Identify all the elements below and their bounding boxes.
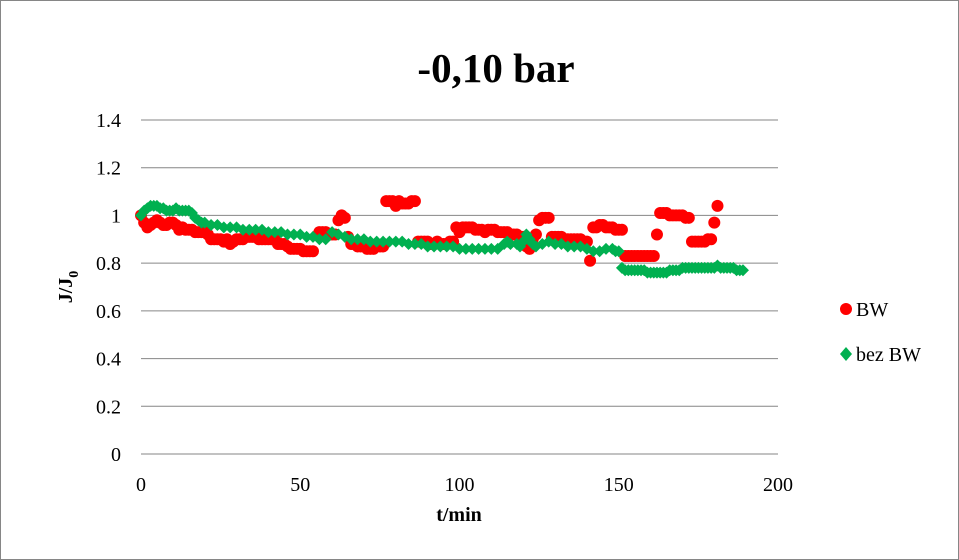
data-point-bez-bw bbox=[478, 242, 491, 255]
y-tick-label: 0.8 bbox=[96, 253, 121, 275]
data-point-bez-bw bbox=[408, 238, 421, 251]
data-point-bw bbox=[408, 195, 421, 208]
y-axis-label-main: J/J bbox=[55, 278, 77, 304]
data-point-bez-bw bbox=[421, 240, 434, 253]
data-point-bez-bw bbox=[736, 264, 749, 277]
data-point-bez-bw bbox=[587, 245, 600, 258]
data-point-bez-bw bbox=[313, 233, 326, 246]
data-point-bez-bw bbox=[249, 223, 262, 236]
legend-item-bez-bw: bez BW bbox=[840, 344, 921, 366]
data-point-bez-bw bbox=[205, 218, 218, 231]
series-bez-bw bbox=[135, 199, 749, 279]
data-point-bez-bw bbox=[345, 233, 358, 246]
legend-marker-bez-bw bbox=[840, 347, 852, 361]
data-point-bez-bw bbox=[568, 240, 581, 253]
series-layer bbox=[135, 195, 749, 279]
data-point-bw bbox=[650, 228, 663, 241]
x-axis-label: t/min bbox=[436, 504, 482, 526]
data-point-bez-bw bbox=[364, 235, 377, 248]
data-point-bez-bw bbox=[561, 240, 574, 253]
y-tick-label: 0.2 bbox=[96, 396, 121, 418]
data-point-bez-bw bbox=[600, 242, 613, 255]
data-point-bez-bw bbox=[377, 235, 390, 248]
data-point-bez-bw bbox=[351, 233, 364, 246]
data-point-bez-bw bbox=[319, 233, 332, 246]
y-tick-label: 1.4 bbox=[96, 110, 121, 132]
legend: BW bez BW bbox=[840, 299, 921, 366]
x-axis-ticks: 0 50 100 150 200 bbox=[136, 474, 793, 496]
data-point-bez-bw bbox=[262, 226, 275, 239]
data-point-bw bbox=[708, 216, 721, 229]
x-tick-label: 50 bbox=[290, 474, 310, 496]
y-axis-label-subscript: 0 bbox=[67, 271, 82, 278]
data-point-bez-bw bbox=[243, 223, 256, 236]
y-tick-label: 1.2 bbox=[96, 158, 121, 180]
data-point-bw bbox=[711, 199, 724, 212]
y-tick-label: 0 bbox=[111, 444, 121, 466]
data-point-bw bbox=[647, 249, 660, 262]
data-point-bez-bw bbox=[472, 242, 485, 255]
data-point-bez-bw bbox=[504, 238, 517, 251]
data-point-bez-bw bbox=[453, 242, 466, 255]
data-point-bez-bw bbox=[434, 240, 447, 253]
y-tick-label: 1 bbox=[111, 205, 121, 227]
legend-label-bez-bw: bez BW bbox=[856, 344, 921, 366]
y-axis-ticks: 0 0.2 0.4 0.6 0.8 1 1.2 1.4 bbox=[96, 110, 121, 466]
data-point-bez-bw bbox=[217, 221, 230, 234]
data-point-bw bbox=[705, 233, 718, 246]
data-point-bez-bw bbox=[281, 228, 294, 241]
data-point-bw bbox=[584, 254, 597, 267]
data-point-bez-bw bbox=[287, 228, 300, 241]
legend-marker-bw bbox=[840, 303, 852, 315]
data-point-bez-bw bbox=[236, 223, 249, 236]
data-point-bez-bw bbox=[549, 238, 562, 251]
gridlines bbox=[141, 119, 778, 407]
data-point-bw bbox=[306, 245, 319, 258]
data-point-bw bbox=[338, 211, 351, 224]
data-point-bez-bw bbox=[268, 226, 281, 239]
x-tick-label: 100 bbox=[445, 474, 475, 496]
legend-label-bw: BW bbox=[856, 299, 888, 321]
data-point-bw bbox=[542, 211, 555, 224]
x-tick-label: 200 bbox=[763, 474, 793, 496]
data-point-bez-bw bbox=[224, 221, 237, 234]
data-point-bez-bw bbox=[389, 235, 402, 248]
data-point-bw bbox=[682, 211, 695, 224]
y-tick-label: 0.4 bbox=[96, 349, 121, 371]
data-point-bw bbox=[615, 223, 628, 236]
y-tick-label: 0.6 bbox=[96, 301, 121, 323]
x-tick-label: 0 bbox=[136, 474, 146, 496]
data-point-bez-bw bbox=[612, 245, 625, 258]
data-point-bez-bw bbox=[440, 240, 453, 253]
data-point-bez-bw bbox=[370, 235, 383, 248]
chart-title: -0,10 bar bbox=[417, 45, 574, 91]
data-point-bez-bw bbox=[485, 242, 498, 255]
x-tick-label: 150 bbox=[604, 474, 634, 496]
data-point-bez-bw bbox=[466, 242, 479, 255]
data-point-bez-bw bbox=[428, 240, 441, 253]
data-point-bez-bw bbox=[402, 238, 415, 251]
data-point-bez-bw bbox=[459, 242, 472, 255]
legend-item-bw: BW bbox=[840, 299, 888, 321]
data-point-bez-bw bbox=[383, 235, 396, 248]
data-point-bez-bw bbox=[300, 230, 313, 243]
y-axis-label: J/J0 bbox=[55, 271, 82, 304]
